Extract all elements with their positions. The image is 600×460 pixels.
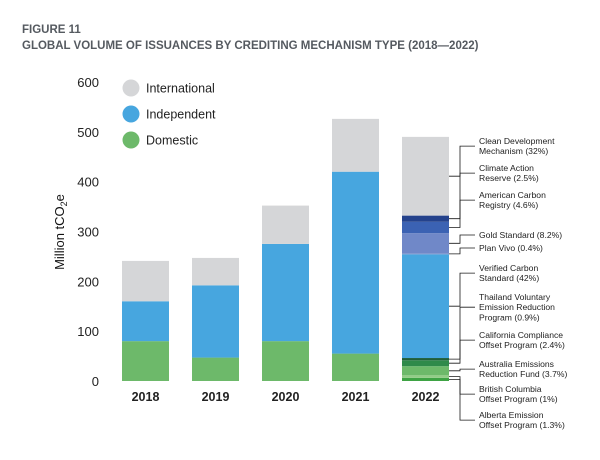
bar-2018-domestic bbox=[122, 341, 169, 381]
annotation-leader-line bbox=[449, 145, 475, 177]
chart-title: GLOBAL VOLUME OF ISSUANCES BY CREDITING … bbox=[22, 40, 479, 52]
y-tick-label: 100 bbox=[77, 324, 99, 339]
annotation-leader-line bbox=[449, 199, 475, 228]
annotation-label: Climate Action Reserve (2.5%) bbox=[479, 163, 539, 183]
bar-2020-independent bbox=[262, 243, 309, 342]
legend-swatch-independent bbox=[122, 105, 140, 123]
annotation-line: Offset Program (1.3%) bbox=[479, 420, 565, 430]
bar-2022-segment-10 bbox=[402, 136, 449, 216]
y-axis-label: Million tCO2e bbox=[52, 194, 69, 270]
annotation-line: Registry (4.6%) bbox=[479, 200, 538, 210]
annotation-line: Australia Emissions bbox=[479, 359, 554, 369]
annotation-line: Thailand Voluntary bbox=[479, 292, 551, 302]
bar-2021-international bbox=[332, 118, 379, 172]
annotation-leader-line bbox=[449, 376, 475, 395]
figure-label: FIGURE 11 bbox=[22, 24, 81, 36]
annotation-line: Standard (42%) bbox=[479, 273, 539, 283]
bar-2022-segment-9 bbox=[402, 215, 449, 222]
bar-2022-segment-5 bbox=[402, 254, 449, 359]
annotation-line: Emission Reduction bbox=[479, 302, 555, 312]
bar-2019-international bbox=[192, 257, 239, 286]
bar-2020-international bbox=[262, 205, 309, 244]
breakdown-annotations: Alberta Emission Offset Program (1.3%) Bri… bbox=[449, 136, 568, 430]
annotation-label: Australia Emissions Reduction Fund (3.7%) bbox=[479, 359, 568, 379]
legend-swatch-international bbox=[122, 79, 140, 97]
y-axis-label-suffix: e bbox=[52, 194, 67, 201]
y-tick-label: 0 bbox=[92, 374, 99, 389]
annotation-line: Alberta Emission bbox=[479, 410, 544, 420]
y-tick-label: 200 bbox=[77, 274, 99, 289]
annotation-line: Reduction Fund (3.7%) bbox=[479, 369, 568, 379]
annotation-label: Gold Standard (8.2%) bbox=[479, 230, 562, 240]
annotation-line: Offset Program (1%) bbox=[479, 394, 558, 404]
annotation-leader-line bbox=[449, 272, 475, 307]
annotation-leader-line bbox=[449, 368, 475, 372]
bar-2020-domestic bbox=[262, 341, 309, 381]
annotation-label: Verified Carbon Standard (42%) bbox=[479, 263, 539, 283]
legend-label-independent: Independent bbox=[146, 108, 216, 122]
x-tick-label: 2019 bbox=[202, 390, 230, 404]
x-tick-label: 2021 bbox=[342, 390, 370, 404]
annotation-line: Clean Development bbox=[479, 136, 555, 146]
annotation-line: Gold Standard (8.2%) bbox=[479, 230, 562, 240]
y-axis: 0 100 200 300 400 500 600 bbox=[77, 75, 99, 389]
x-tick-label: 2020 bbox=[272, 390, 300, 404]
annotation-label: American Carbon Registry (4.6%) bbox=[479, 190, 546, 210]
annotation-line: Verified Carbon bbox=[479, 263, 538, 273]
bar-2022-segment-7 bbox=[402, 233, 449, 254]
bar-2022-segment-1 bbox=[402, 375, 449, 378]
annotation-label: Plan Vivo (0.4%) bbox=[479, 243, 543, 253]
annotation-line: American Carbon bbox=[479, 190, 546, 200]
annotation-label: Alberta Emission Offset Program (1.3%) bbox=[479, 410, 565, 430]
annotation-line: Offset Program (2.4%) bbox=[479, 340, 565, 350]
annotation-line: Mechanism (32%) bbox=[479, 146, 548, 156]
legend-label-international: International bbox=[146, 82, 215, 96]
bar-2022-segment-6 bbox=[402, 253, 449, 255]
y-tick-label: 300 bbox=[77, 225, 99, 240]
bars bbox=[122, 118, 449, 381]
annotation-line: Climate Action bbox=[479, 163, 534, 173]
annotation-leader-line bbox=[449, 234, 475, 244]
legend: International Independent Domestic bbox=[122, 79, 216, 149]
y-tick-label: 500 bbox=[77, 125, 99, 140]
annotation-line: Program (0.9%) bbox=[479, 312, 540, 322]
x-tick-label: 2022 bbox=[412, 390, 440, 404]
y-tick-label: 600 bbox=[77, 75, 99, 90]
annotation-leader-line bbox=[449, 378, 475, 421]
annotation-label: British Columbia Offset Program (1%) bbox=[479, 384, 558, 404]
y-axis-label-subscript: 2 bbox=[59, 201, 69, 206]
annotation-leader-line bbox=[449, 172, 475, 220]
annotation-line: British Columbia bbox=[479, 384, 542, 394]
annotation-line: California Compliance bbox=[479, 330, 563, 340]
bar-2019-domestic bbox=[192, 357, 239, 381]
x-axis: 2018 2019 2020 2021 2022 bbox=[132, 390, 440, 404]
annotation-label: Thailand Voluntary Emission Reduction Prog… bbox=[479, 292, 555, 322]
bar-2021-domestic bbox=[332, 353, 379, 381]
y-axis-label-main: Million tCO bbox=[52, 206, 67, 270]
x-tick-label: 2018 bbox=[132, 390, 160, 404]
annotation-leader-line bbox=[449, 339, 475, 364]
bar-2022-segment-8 bbox=[402, 221, 449, 234]
bar-2018-international bbox=[122, 260, 169, 302]
bar-2019-independent bbox=[192, 285, 239, 358]
legend-swatch-domestic bbox=[122, 131, 140, 149]
bar-2022-segment-2 bbox=[402, 366, 449, 376]
annotation-line: Reserve (2.5%) bbox=[479, 173, 539, 183]
bar-2018-independent bbox=[122, 301, 169, 342]
bar-2022-segment-3 bbox=[402, 360, 449, 367]
bar-2022-segment-4 bbox=[402, 358, 449, 361]
legend-label-domestic: Domestic bbox=[146, 134, 198, 148]
annotation-line: Plan Vivo (0.4%) bbox=[479, 243, 543, 253]
annotation-leader-line bbox=[449, 247, 475, 255]
annotation-label: California Compliance Offset Program (2.4… bbox=[479, 330, 565, 350]
annotation-leader-line bbox=[449, 306, 475, 360]
annotation-label: Clean Development Mechanism (32%) bbox=[479, 136, 555, 156]
bar-2022-segment-0 bbox=[402, 377, 449, 381]
y-tick-label: 400 bbox=[77, 175, 99, 190]
bar-2021-independent bbox=[332, 171, 379, 354]
